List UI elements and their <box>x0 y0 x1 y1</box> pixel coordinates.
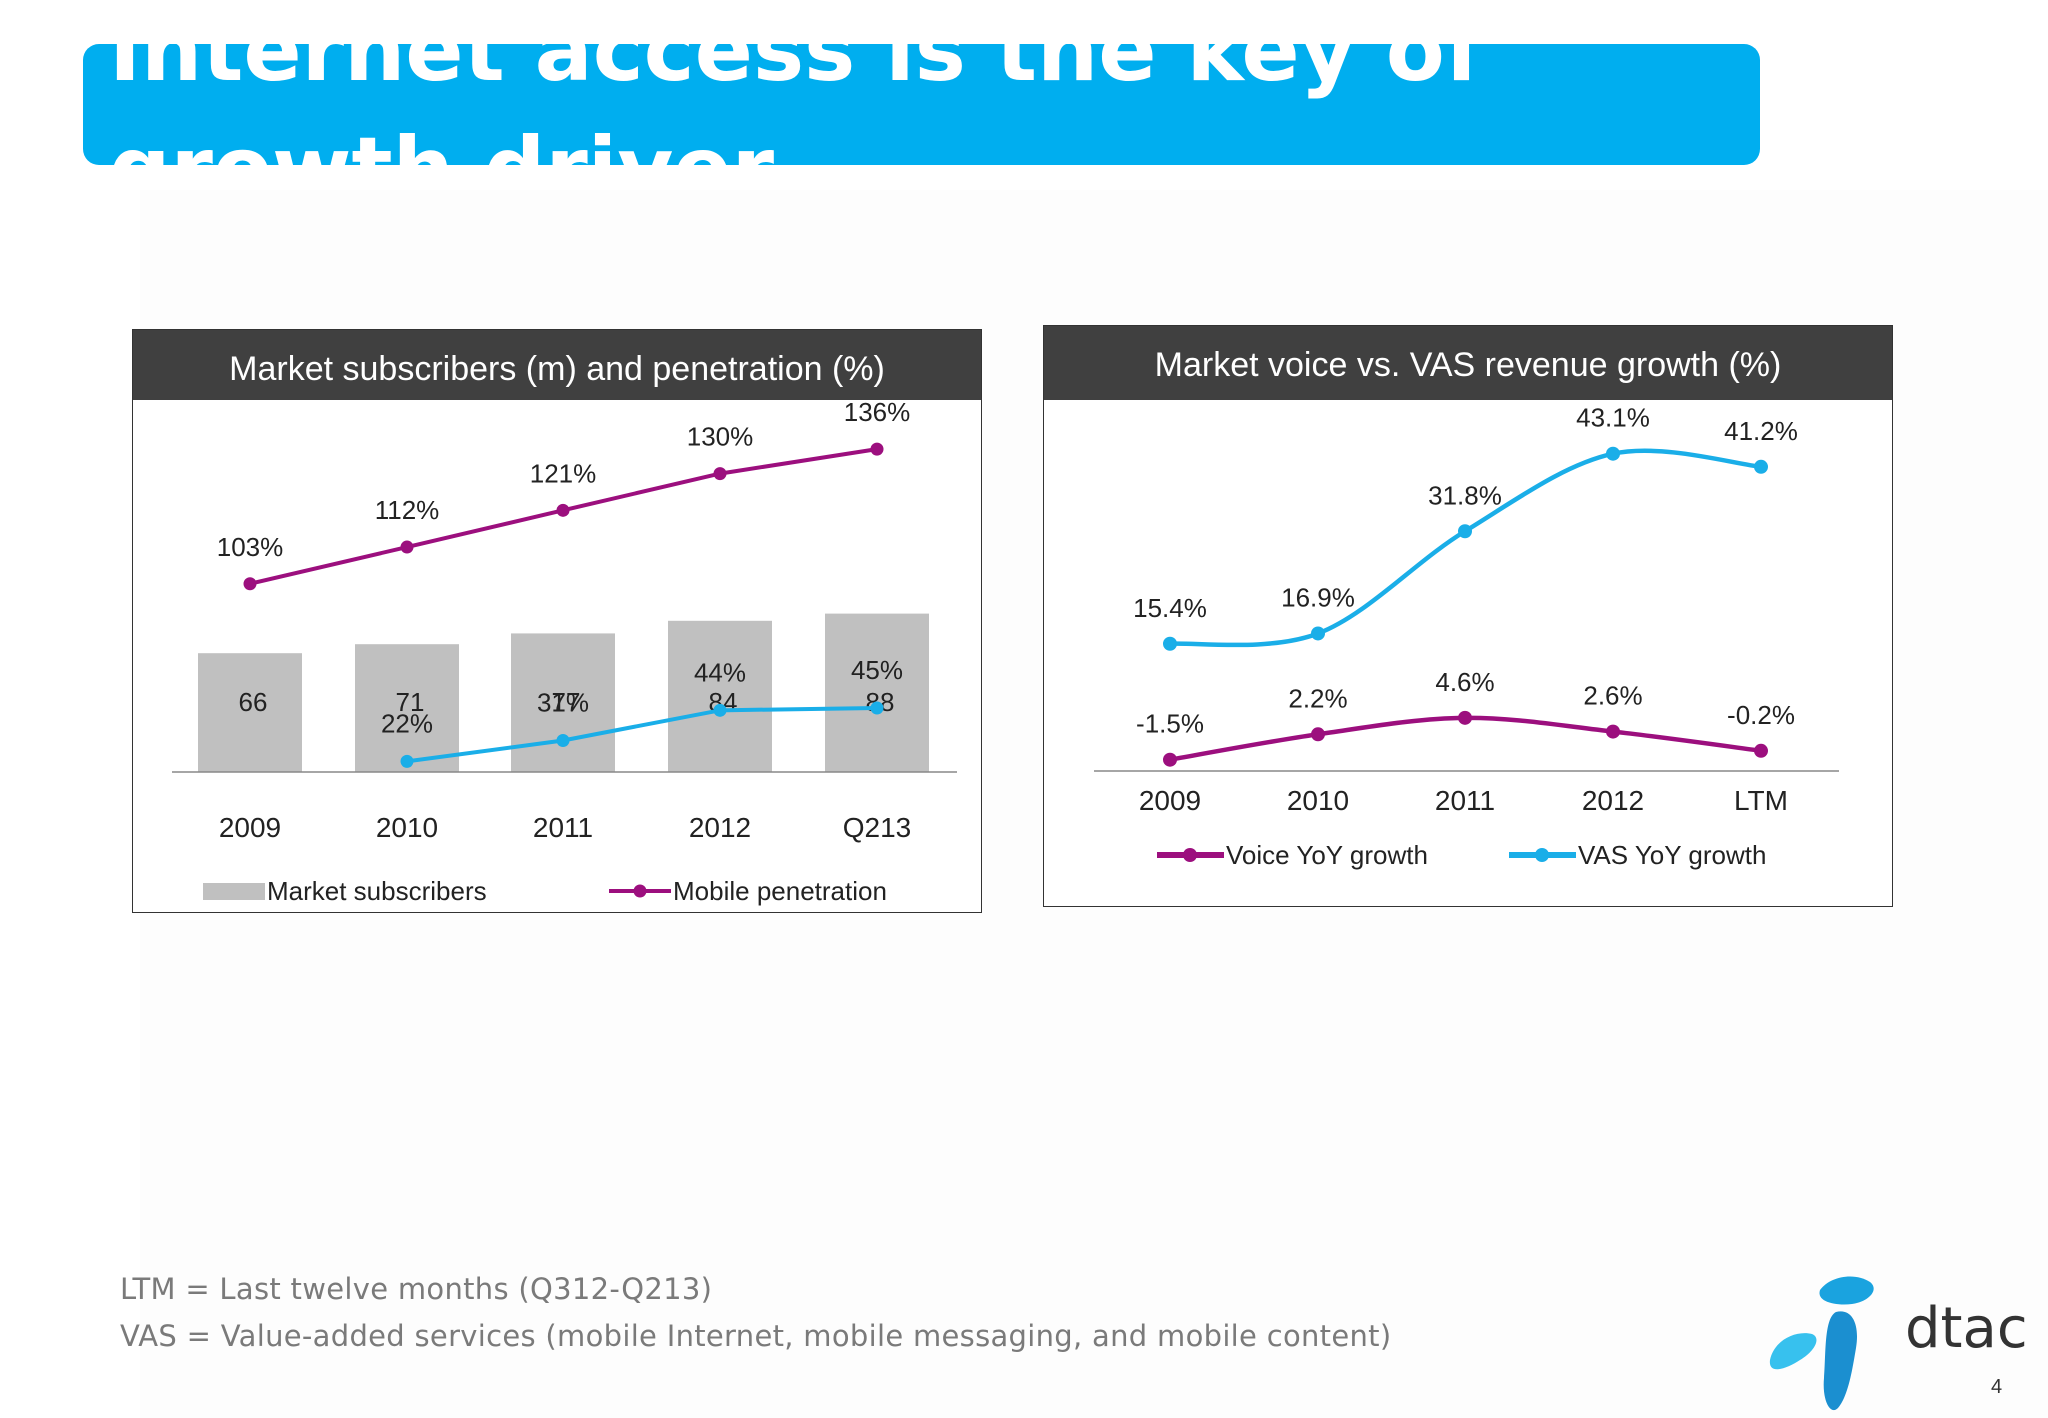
legend-label-voice-yoy-growth: Voice YoY growth <box>1226 840 1428 870</box>
point-mobile-penetration <box>243 577 257 591</box>
label-mobile-penetration: 121% <box>530 458 597 488</box>
point-vas-yoy-growth <box>1311 626 1325 641</box>
legend-label-mobile-penetration: Mobile penetration <box>673 876 887 906</box>
x-tick-label: 2010 <box>376 812 438 843</box>
line-mobile-data-penetration <box>406 706 878 764</box>
label-voice-yoy-growth: 2.6% <box>1583 681 1642 711</box>
legend-label-market-subscribers: Market subscribers <box>267 876 487 906</box>
point-vas-yoy-growth <box>1754 459 1768 474</box>
legend-label-mobile-data-penetration: Mobile data penetration <box>267 911 539 912</box>
label-mobile-penetration: 130% <box>687 422 754 452</box>
point-vas-yoy-growth <box>1458 524 1472 539</box>
bar-market-subscribers <box>825 613 929 772</box>
bar-value-label: 66 <box>239 687 268 717</box>
bar-value-label: 71 <box>396 687 425 717</box>
bar-market-subscribers <box>198 653 302 772</box>
x-tick-label: 2009 <box>219 812 281 843</box>
x-tick-label: 2010 <box>1287 785 1349 816</box>
label-mobile-data-penetration: 45% <box>851 655 903 685</box>
page-number: 4 <box>1991 1376 2003 1398</box>
label-vas-yoy-growth: 31.8% <box>1428 480 1502 510</box>
point-voice-yoy-growth <box>1754 743 1768 758</box>
point-voice-yoy-growth <box>1458 710 1472 725</box>
bar-market-subscribers <box>511 633 615 772</box>
label-voice-yoy-growth: 4.6% <box>1435 667 1494 697</box>
legend-marker-voice-yoy-growth <box>1183 848 1197 862</box>
label-voice-yoy-growth: -1.5% <box>1136 709 1204 739</box>
point-mobile-data-penetration <box>400 754 414 768</box>
x-tick-label: 2011 <box>1435 785 1495 816</box>
footnote-vas: VAS = Value-added services (mobile Inter… <box>120 1319 1392 1353</box>
point-voice-yoy-growth <box>1311 727 1325 742</box>
label-mobile-data-penetration: 22% <box>381 708 433 738</box>
x-tick-label: 2012 <box>689 812 751 843</box>
legend-label-vas-yoy-growth: VAS YoY growth <box>1578 840 1766 870</box>
x-tick-label: 2011 <box>533 812 593 843</box>
bar-market-subscribers <box>355 644 459 772</box>
point-vas-yoy-growth <box>1163 636 1177 651</box>
revenue-growth-chart: 2009 2010 2011 2012 LTM 15.4% 16.9% 31.8% 43.1% 4… <box>1094 403 1839 870</box>
label-vas-yoy-growth: 41.2% <box>1724 416 1798 446</box>
logo-wordmark: dtac <box>1905 1296 2028 1361</box>
point-mobile-data-penetration <box>713 703 727 717</box>
legend-marker-mobile-penetration <box>633 884 647 898</box>
point-mobile-penetration <box>713 467 727 481</box>
point-mobile-penetration <box>556 503 570 517</box>
label-mobile-penetration: 112% <box>375 495 440 525</box>
label-mobile-penetration: 103% <box>217 532 284 562</box>
subscribers-chart-panel: Market subscribers (m) and penetration (… <box>132 329 982 913</box>
point-mobile-penetration <box>870 442 884 456</box>
bar-market-subscribers <box>668 620 772 772</box>
x-tick-label: 2009 <box>1139 785 1201 816</box>
point-vas-yoy-growth <box>1606 446 1620 461</box>
legend-marker-vas-yoy-growth <box>1535 848 1549 862</box>
label-mobile-penetration: 136% <box>844 400 911 427</box>
x-tick-label: Q213 <box>843 812 912 843</box>
footnote-ltm: LTM = Last twelve months (Q312-Q213) <box>120 1272 713 1306</box>
point-mobile-penetration <box>400 540 414 554</box>
x-tick-label: LTM <box>1734 785 1788 816</box>
point-voice-yoy-growth <box>1163 752 1177 767</box>
label-vas-yoy-growth: 15.4% <box>1133 593 1207 623</box>
point-voice-yoy-growth <box>1606 724 1620 739</box>
dtac-logo-icon <box>1769 1276 1874 1411</box>
point-mobile-data-penetration <box>870 701 884 715</box>
label-voice-yoy-growth: 2.2% <box>1288 683 1347 713</box>
point-mobile-data-penetration <box>556 733 570 747</box>
subscribers-chart-title: Market subscribers (m) and penetration (… <box>133 330 981 400</box>
label-vas-yoy-growth: 43.1% <box>1576 403 1650 433</box>
label-mobile-data-penetration: 44% <box>694 657 746 687</box>
label-voice-yoy-growth: -0.2% <box>1727 700 1795 730</box>
label-mobile-data-penetration: 31% <box>537 687 589 717</box>
label-vas-yoy-growth: 16.9% <box>1281 582 1355 612</box>
slide-title: Internet access is the key of growth dri… <box>109 44 1483 165</box>
revenue-growth-chart-title: Market voice vs. VAS revenue growth (%) <box>1044 326 1892 400</box>
legend-swatch-market-subscribers <box>203 883 265 900</box>
title-banner: Internet access is the key of growth dri… <box>83 44 1760 165</box>
bar-value-label: 77 <box>552 687 581 717</box>
x-tick-label: 2012 <box>1582 785 1644 816</box>
revenue-growth-chart-panel: Market voice vs. VAS revenue growth (%) … <box>1043 325 1893 907</box>
